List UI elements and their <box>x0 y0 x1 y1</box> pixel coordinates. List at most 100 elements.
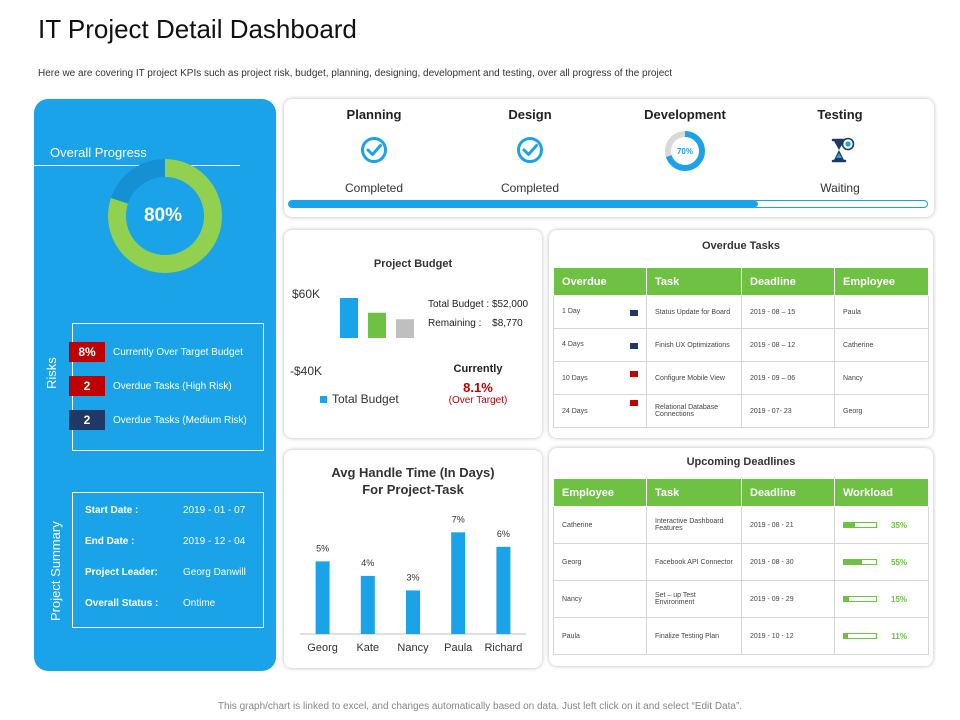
risk-text: Overdue Tasks (Medium Risk) <box>113 414 247 426</box>
overall-progress-label: Overall Progress <box>50 145 147 160</box>
deadline-cell: 2019 - 07- 23 <box>741 394 835 428</box>
project-summary-label: Project Summary <box>48 521 63 621</box>
overdue-days: 1 Day <box>562 308 581 315</box>
deadline-cell: 2019 - 08 – 15 <box>741 295 835 329</box>
employee-cell: Nancy <box>834 361 929 395</box>
workload-fill <box>844 560 862 564</box>
currently-note: (Over Target) <box>448 395 508 406</box>
budget-axis-top: $60K <box>292 287 321 301</box>
budget-bar <box>396 319 414 338</box>
overdue-cell: 4 Days <box>553 328 647 362</box>
left-panel: Overall Progress 80% Risks 8% Currently … <box>34 99 276 671</box>
remaining-label: Remaining : <box>428 318 482 329</box>
task-cell: Relational Database Connections <box>646 394 742 428</box>
summary-value: 2019 - 01 - 07 <box>183 505 246 516</box>
overdue-table: Overdue Task Deadline Employee 1 Day Sta… <box>553 267 929 428</box>
hourglass-icon <box>831 137 855 163</box>
employee-cell: Nancy <box>553 580 647 618</box>
workload-percent: 15% <box>890 594 907 604</box>
total-budget-line: Total Budget : $52,000 <box>428 299 528 310</box>
overdue-days: 24 Days <box>562 407 588 415</box>
remaining-line: Remaining : $8,770 <box>428 318 523 329</box>
employee-cell: Georg <box>834 394 929 428</box>
task-cell: Finalize Testing Plan <box>646 617 742 655</box>
budget-legend: Total Budget <box>320 392 399 406</box>
budget-axis-bottom: -$40K <box>290 364 323 378</box>
workload-bar <box>843 633 877 639</box>
divider <box>34 165 240 166</box>
summary-key: End Date : <box>85 536 135 547</box>
category-label: Richard <box>484 642 522 654</box>
table-row: 24 Days Relational Database Connections … <box>553 394 929 428</box>
overdue-title: Overdue Tasks <box>701 240 781 252</box>
upcoming-deadlines-card: Upcoming Deadlines Employee Task Deadlin… <box>549 448 933 666</box>
bar <box>360 575 375 634</box>
summary-row: Overall Status : Ontime <box>85 598 215 609</box>
category-label: Paula <box>444 642 473 654</box>
column-header: Employee <box>553 478 647 507</box>
category-label: Georg <box>307 642 338 654</box>
workload-cell: 11% <box>834 617 929 655</box>
bar <box>406 590 420 634</box>
overdue-cell: 10 Days <box>553 361 647 395</box>
budget-bar <box>368 312 386 338</box>
employee-cell: Catherine <box>553 506 647 544</box>
bar <box>451 532 466 634</box>
phase-status: Waiting <box>820 181 860 195</box>
column-header: Task <box>646 478 742 507</box>
project-summary-box: Start Date : 2019 - 01 - 07 End Date : 2… <box>72 492 264 628</box>
overall-progress-donut: 80% <box>108 159 222 273</box>
deadline-cell: 2019 - 08 - 21 <box>741 506 835 544</box>
overall-progress-value: 80% <box>144 205 182 226</box>
risk-badge: 2 <box>69 410 105 430</box>
table-row: Nancy Set – up Test Environment 2019 - 0… <box>553 580 929 618</box>
risks-box: 8% Currently Over Target Budget 2 Overdu… <box>69 323 264 451</box>
currently-value: 8.1% <box>463 380 493 395</box>
table-row: 4 Days Finish UX Optimizations 2019 - 08… <box>553 328 929 362</box>
task-cell: Interactive Dashboard Features <box>646 506 742 544</box>
table-row: Paula Finalize Testing Plan 2019 - 10 - … <box>553 617 929 655</box>
phase-development: Development 70% <box>625 107 745 190</box>
workload-fill <box>844 523 856 527</box>
workload-percent: 35% <box>890 520 907 530</box>
bar <box>315 561 330 634</box>
summary-key: Overall Status : <box>85 598 159 609</box>
currently-label: Currently <box>453 363 503 375</box>
overdue-days: 4 Days <box>562 341 584 348</box>
risk-row: 2 Overdue Tasks (High Risk) <box>69 376 232 396</box>
bar <box>496 546 511 634</box>
workload-cell: 15% <box>834 580 929 618</box>
column-header: Task <box>646 267 742 296</box>
phase-design: Design Completed <box>470 107 590 195</box>
table-row: 1 Day Status Update for Board 2019 - 08 … <box>553 295 929 329</box>
legend-label: Total Budget <box>332 392 399 406</box>
page-title: IT Project Detail Dashboard <box>38 14 357 44</box>
phase-name: Development <box>644 107 726 122</box>
table-header-row: Overdue Task Deadline Employee <box>553 267 929 296</box>
risk-text: Overdue Tasks (High Risk) <box>113 380 232 392</box>
workload-bar <box>843 596 877 602</box>
phase-status: Completed <box>500 181 560 195</box>
deadline-cell: 2019 - 09 - 29 <box>741 580 835 618</box>
risk-text: Currently Over Target Budget <box>113 346 243 358</box>
column-header: Overdue <box>553 267 647 296</box>
overdue-cell: 24 Days <box>553 394 647 428</box>
column-header: Employee <box>834 267 929 296</box>
phase-status <box>625 176 745 190</box>
table-row: Catherine Interactive Dashboard Features… <box>553 506 929 544</box>
phase-testing: Testing Waiting <box>780 107 900 195</box>
task-cell: Status Update for Board <box>646 295 742 329</box>
footer-note: This graph/chart is linked to excel, and… <box>217 701 743 712</box>
phases-progress-bar <box>288 200 928 208</box>
project-budget-card: Project Budget $60K -$40K Total Budget T… <box>284 230 542 438</box>
phase-name: Planning <box>346 107 402 122</box>
column-header: Deadline <box>741 267 835 296</box>
risk-row: 8% Currently Over Target Budget <box>69 342 243 362</box>
task-cell: Facebook API Connector <box>646 543 742 581</box>
workload-cell: 35% <box>834 506 929 544</box>
summary-value: 2019 - 12 - 04 <box>183 536 246 547</box>
data-label: 7% <box>452 514 465 524</box>
employee-cell: Paula <box>834 295 929 329</box>
summary-row: End Date : 2019 - 12 - 04 <box>85 536 245 547</box>
task-cell: Configure Mobile View <box>646 361 742 395</box>
